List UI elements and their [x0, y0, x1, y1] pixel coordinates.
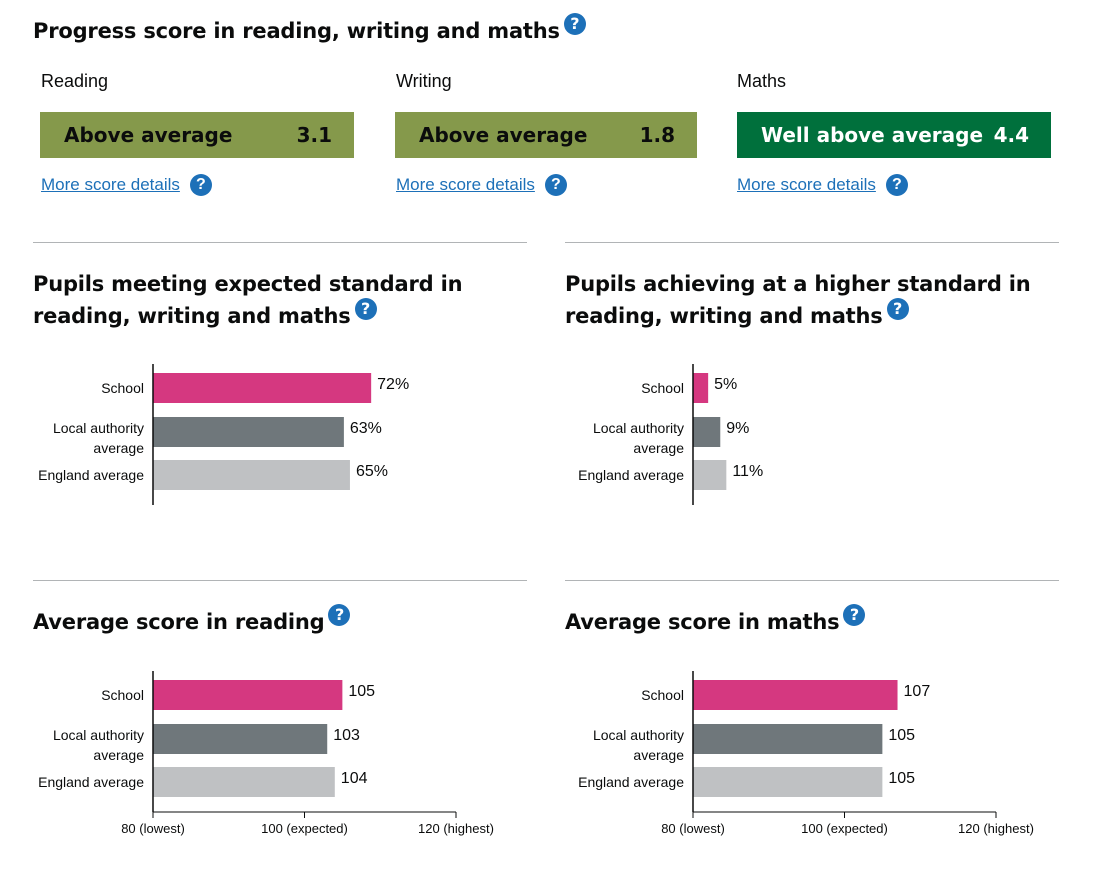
band-label: Above average [419, 123, 588, 147]
bar-england [693, 460, 727, 490]
value-label: 5% [714, 376, 737, 393]
bar-england [153, 460, 350, 490]
maths-score-heading: Average score in maths? [565, 604, 866, 638]
band-label: Well above average [761, 123, 984, 147]
subject-label-reading: Reading [41, 71, 109, 91]
maths-score-title: Average score in maths [565, 610, 840, 634]
progress-band-maths: Well above average 4.4 [737, 112, 1051, 158]
category-label-school: School [641, 687, 684, 703]
category-label-england: England average [578, 774, 684, 790]
x-tick-label: 100 (expected) [261, 821, 348, 836]
category-label-local-authority: Local authority average [593, 727, 684, 763]
subject-label-writing: Writing [396, 71, 452, 91]
higher-standard-title: Pupils achieving at a higher standard in… [565, 272, 1031, 328]
category-label-england: England average [38, 467, 144, 483]
expected-standard-heading: Pupils meeting expected standard in read… [33, 268, 533, 332]
higher-standard-chart: School 5% Local authority average 9% England … [578, 364, 763, 505]
help-icon[interactable]: ? [328, 604, 351, 626]
help-icon[interactable]: ? [354, 298, 377, 320]
value-label: 104 [341, 770, 368, 787]
progress-heading: Progress score in reading, writing and m… [33, 13, 586, 47]
more-details-link[interactable]: More score details [41, 175, 180, 194]
more-details-link[interactable]: More score details [737, 175, 876, 194]
value-label: 63% [350, 420, 382, 437]
value-label: 72% [377, 376, 409, 393]
value-label: 105 [348, 683, 375, 700]
bar-local-authority [153, 724, 328, 754]
subject-label-maths: Maths [737, 71, 787, 91]
band-label: Above average [64, 123, 233, 147]
value-label: 11% [732, 463, 763, 480]
category-label-school: School [641, 380, 684, 396]
help-icon[interactable]: ? [843, 604, 866, 626]
bar-school [693, 373, 709, 403]
x-tick-label: 120 (highest) [958, 821, 1034, 836]
reading-score-chart: School 105 Local authority average 103 Englan… [38, 671, 494, 836]
help-icon[interactable]: ? [189, 174, 212, 196]
progress-band-writing: Above average 1.8 [395, 112, 697, 158]
bar-local-authority [693, 724, 883, 754]
bar-england [693, 767, 883, 797]
bar-school [153, 373, 372, 403]
x-tick-label: 80 (lowest) [121, 821, 185, 836]
bar-local-authority [693, 417, 721, 447]
section-divider [565, 580, 1059, 581]
x-tick-label: 120 (highest) [418, 821, 494, 836]
expected-standard-chart: School 72% Local authority average 63% Englan… [38, 364, 409, 505]
value-label: 65% [356, 463, 388, 480]
bar-england [153, 767, 335, 797]
band-score: 4.4 [993, 123, 1029, 147]
band-score: 3.1 [296, 123, 332, 147]
progress-band-reading: Above average 3.1 [40, 112, 354, 158]
value-label: 103 [333, 727, 360, 744]
section-divider [565, 242, 1059, 243]
reading-score-heading: Average score in reading? [33, 604, 351, 638]
help-icon[interactable]: ? [544, 174, 567, 196]
help-icon[interactable]: ? [563, 13, 586, 35]
x-tick-label: 80 (lowest) [661, 821, 725, 836]
category-label-england: England average [38, 774, 144, 790]
more-details-writing[interactable]: More score details ? [396, 174, 567, 196]
value-label: 105 [888, 770, 915, 787]
category-label-local-authority: Local authority average [53, 727, 144, 763]
category-label-local-authority: Local authority average [593, 420, 684, 456]
more-details-reading[interactable]: More score details ? [41, 174, 212, 196]
value-label: 105 [888, 727, 915, 744]
more-details-link[interactable]: More score details [396, 175, 535, 194]
x-tick-label: 100 (expected) [801, 821, 888, 836]
help-icon[interactable]: ? [886, 298, 909, 320]
higher-standard-heading: Pupils achieving at a higher standard in… [565, 268, 1035, 332]
section-divider [33, 242, 527, 243]
bar-school [153, 680, 343, 710]
bar-local-authority [153, 417, 344, 447]
category-label-school: School [101, 687, 144, 703]
value-label: 107 [904, 683, 931, 700]
category-label-england: England average [578, 467, 684, 483]
band-score: 1.8 [639, 123, 675, 147]
category-label-local-authority: Local authority average [53, 420, 144, 456]
category-label-school: School [101, 380, 144, 396]
help-icon[interactable]: ? [885, 174, 908, 196]
expected-standard-title: Pupils meeting expected standard in read… [33, 272, 463, 328]
section-divider [33, 580, 527, 581]
value-label: 9% [726, 420, 749, 437]
maths-score-chart: School 107 Local authority average 105 Englan… [578, 671, 1034, 836]
bar-school [693, 680, 898, 710]
more-details-maths[interactable]: More score details ? [737, 174, 908, 196]
progress-title: Progress score in reading, writing and m… [33, 19, 560, 43]
reading-score-title: Average score in reading [33, 610, 325, 634]
